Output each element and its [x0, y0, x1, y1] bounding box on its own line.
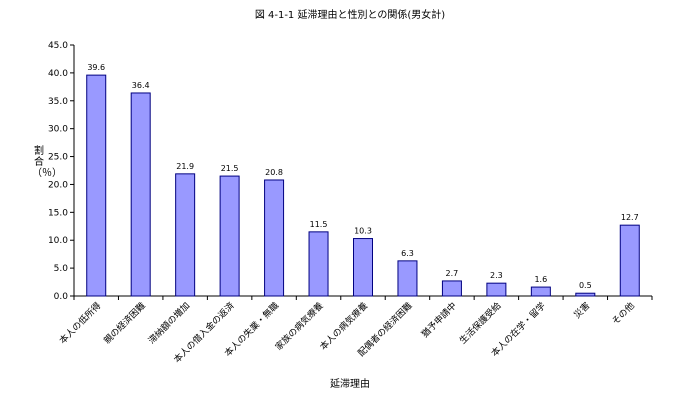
data-label: 2.3 [490, 271, 503, 280]
y-tick-label: 40.0 [48, 69, 68, 79]
y-tick-label: 0.0 [54, 292, 69, 302]
data-label: 2.7 [446, 269, 459, 278]
category-label: 災害 [571, 300, 592, 321]
y-tick-label: 35.0 [48, 97, 68, 107]
bar [130, 92, 151, 297]
y-tick-label: 20.0 [48, 180, 68, 190]
data-label: 36.4 [132, 81, 150, 90]
y-tick-label: 45.0 [48, 41, 68, 51]
category-label: 滞納額の増加 [146, 300, 193, 347]
category-label: 猶予申請中 [419, 300, 459, 340]
y-tick-label: 5.0 [54, 264, 69, 274]
data-label: 0.5 [579, 281, 592, 290]
y-tick-label: 30.0 [48, 125, 68, 135]
bars [86, 74, 640, 297]
data-label: 10.3 [354, 227, 372, 236]
data-label: 20.8 [265, 168, 283, 177]
bar [264, 179, 285, 297]
category-label: 親の経済困難 [101, 300, 148, 347]
bar [397, 260, 418, 297]
data-label: 39.6 [87, 63, 105, 72]
data-label: 21.9 [176, 162, 194, 171]
bar [353, 238, 373, 297]
bar [530, 286, 551, 297]
chart-title: 図 4-1-1 延滞理由と性別との関係(男女計) [254, 10, 446, 21]
bar [308, 231, 329, 297]
y-tick-label: 15.0 [48, 208, 68, 218]
x-axis-label: 延滞理由 [330, 379, 370, 390]
bar [441, 280, 462, 297]
bar [486, 282, 507, 297]
category-label: その他 [609, 300, 637, 328]
data-label: 21.5 [221, 164, 239, 173]
bar [619, 224, 640, 297]
data-label: 1.6 [534, 275, 547, 284]
data-label: 12.7 [621, 213, 639, 222]
y-tick-label: 25.0 [48, 153, 68, 163]
category-label: 本人の低所得 [57, 300, 104, 347]
category-label: 生活保護受給 [457, 300, 504, 347]
data-label: 6.3 [401, 249, 414, 258]
bar [219, 175, 240, 297]
bar [175, 173, 196, 297]
bar [86, 74, 107, 297]
y-tick-label: 10.0 [48, 236, 68, 246]
bar [575, 292, 596, 297]
data-label: 11.5 [310, 220, 328, 229]
